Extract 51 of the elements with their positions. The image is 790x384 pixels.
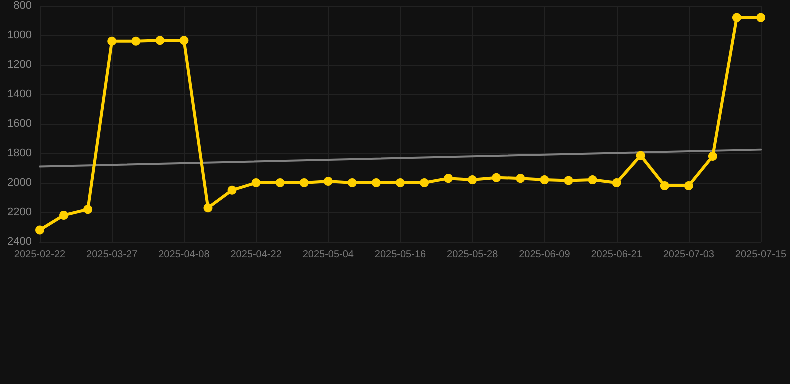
y-tick-label: 1600 [8,118,32,130]
y-tick-label: 800 [14,0,32,12]
point [324,177,333,186]
point [468,176,478,185]
x-tick-label: 2025-06-21 [591,250,643,260]
point [708,152,718,161]
point [660,181,670,190]
point [108,36,117,46]
x-tick-label: 2025-05-04 [302,250,354,260]
point [372,178,381,188]
x-tick-label: 2025-04-22 [230,250,282,260]
point [348,178,357,188]
point [132,36,141,46]
y-tick-label: 1400 [8,88,32,100]
x-tick-label: 2025-02-22 [14,250,66,260]
point [588,176,598,185]
x-tick-label: 2025-04-08 [158,250,210,260]
point [612,178,622,188]
point [228,186,237,195]
x-tick-label: 2025-05-16 [374,250,427,260]
x-tick-label: 2025-03-27 [86,250,138,260]
point [36,226,44,235]
point [732,13,742,22]
point [492,173,502,182]
point [444,174,454,184]
y-tick-label: 2400 [8,236,32,248]
point [756,13,766,22]
y-tick-label: 1000 [8,30,32,42]
x-tick-label: 2025-07-03 [663,250,715,260]
y-tick-label: 1800 [8,148,32,160]
point [60,210,69,220]
x-tick-label: 2025-07-15 [735,250,788,260]
point [420,178,430,188]
y-tick-label: 2000 [8,177,32,189]
y-tick-label: 2200 [8,206,32,218]
y-tick-label: 1200 [8,59,32,71]
point [180,36,189,46]
point [204,204,213,213]
point [300,178,309,188]
point [636,151,646,160]
x-tick-label: 2025-05-28 [447,250,499,260]
point [252,178,261,188]
point [516,174,526,184]
point [540,176,550,185]
point [396,178,405,188]
point [564,176,574,186]
point [276,178,285,188]
x-tick-label: 2025-06-09 [519,250,571,260]
point [84,205,93,214]
point [156,36,165,46]
point [684,181,694,190]
